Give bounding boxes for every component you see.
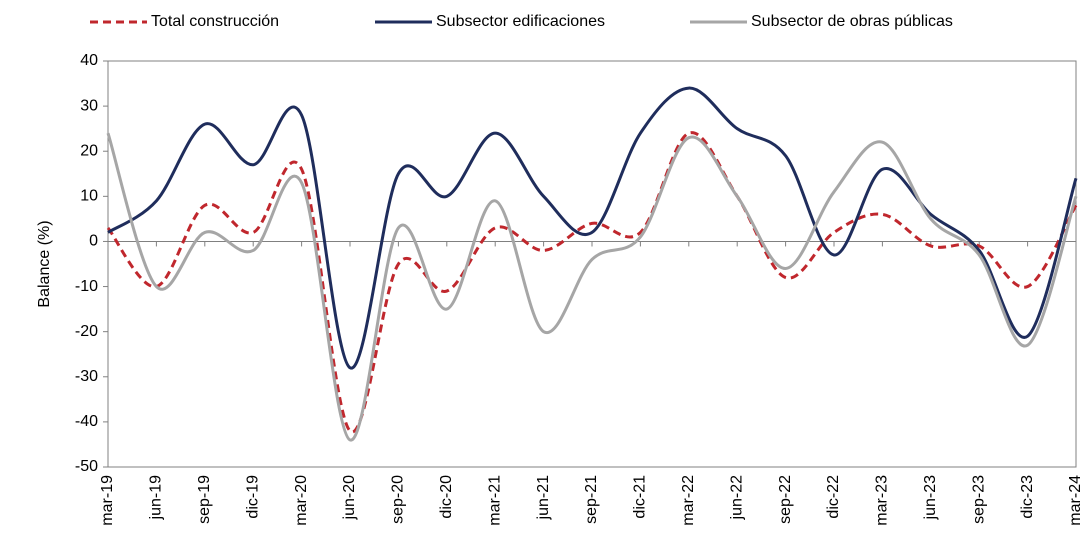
x-tick-label: sep-23 bbox=[970, 475, 987, 524]
x-tick-label: sep-19 bbox=[196, 475, 213, 524]
legend-label: Total construcción bbox=[151, 13, 279, 30]
y-tick-label: 40 bbox=[80, 52, 98, 69]
x-tick-label: dic-19 bbox=[244, 475, 261, 519]
series-line bbox=[106, 131, 1078, 434]
y-axis-label: Balance (%) bbox=[36, 220, 53, 307]
y-tick-label: 20 bbox=[80, 142, 98, 159]
y-tick-label: -20 bbox=[75, 323, 98, 340]
series-line bbox=[107, 86, 1078, 370]
x-tick-label: mar-19 bbox=[99, 475, 116, 526]
series-line bbox=[106, 132, 1078, 442]
x-tick-label: jun-23 bbox=[922, 475, 939, 521]
legend-label: Subsector edificaciones bbox=[436, 13, 605, 30]
y-tick-label: -40 bbox=[75, 413, 98, 430]
y-tick-label: 10 bbox=[80, 188, 98, 205]
x-tick-label: jun-22 bbox=[728, 475, 745, 521]
y-tick-label: 30 bbox=[80, 97, 98, 114]
x-tick-label: mar-24 bbox=[1067, 475, 1084, 526]
legend-label: Subsector de obras públicas bbox=[751, 13, 953, 30]
x-tick-label: jun-19 bbox=[148, 475, 165, 521]
x-tick-label: mar-21 bbox=[486, 475, 503, 526]
x-tick-label: mar-22 bbox=[680, 475, 697, 526]
x-tick-label: jun-20 bbox=[341, 475, 358, 521]
y-tick-label: 0 bbox=[89, 233, 98, 250]
x-tick-label: mar-23 bbox=[874, 475, 891, 526]
y-tick-label: -50 bbox=[75, 458, 98, 475]
x-tick-label: dic-21 bbox=[632, 475, 649, 519]
x-tick-label: sep-20 bbox=[390, 475, 407, 524]
plot-frame bbox=[107, 60, 1077, 468]
x-tick-label: mar-20 bbox=[293, 475, 310, 526]
x-tick-label: dic-20 bbox=[438, 475, 455, 519]
x-tick-label: jun-21 bbox=[535, 475, 552, 521]
y-tick-label: -10 bbox=[75, 278, 98, 295]
y-tick-label: -30 bbox=[75, 368, 98, 385]
x-tick-label: sep-22 bbox=[777, 475, 794, 524]
x-tick-label: dic-22 bbox=[825, 475, 842, 519]
x-tick-label: dic-23 bbox=[1019, 475, 1036, 519]
x-tick-label: sep-21 bbox=[583, 475, 600, 524]
